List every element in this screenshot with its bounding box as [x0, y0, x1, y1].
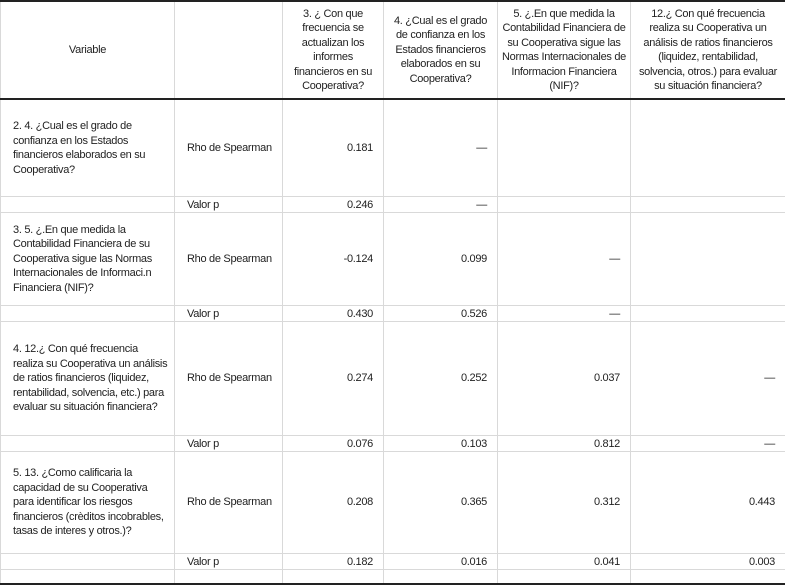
header-col-3: 3. ¿ Con que frecuencia se actualizan lo… — [282, 0, 384, 100]
table-row-rho: 4. 12.¿ Con qué frecuencia realiza su Co… — [0, 321, 785, 436]
p-value — [630, 305, 785, 322]
header-row: Variable 3. ¿ Con que frecuencia se actu… — [0, 0, 785, 100]
rho-value: — — [497, 212, 631, 306]
stat-label: Rho de Spearman — [174, 451, 283, 554]
rho-value: 0.443 — [630, 451, 785, 554]
p-value: 0.526 — [383, 305, 498, 322]
rho-value: 0.181 — [282, 98, 384, 197]
variable-label: 4. 12.¿ Con qué frecuencia realiza su Co… — [0, 321, 175, 436]
header-col-5: 5. ¿.En que medida la Contabilidad Finan… — [497, 0, 631, 100]
variable-empty — [0, 305, 175, 322]
variable-label: 2. 4. ¿Cual es el grado de confianza en … — [0, 98, 175, 197]
table-row-rho: 3. 5. ¿.En que medida la Contabilidad Fi… — [0, 212, 785, 306]
rho-value: 0.312 — [497, 451, 631, 554]
table-row-p: Valor p 0.182 0.016 0.041 0.003 — [0, 553, 785, 570]
table-row-p: Valor p 0.076 0.103 0.812— — [0, 435, 785, 452]
table-row-rho: 2. 4. ¿Cual es el grado de confianza en … — [0, 98, 785, 197]
stat-label: Valor p — [174, 435, 283, 452]
p-value — [630, 196, 785, 213]
rho-value — [630, 98, 785, 197]
table-row-p: Valor p 0.246— — [0, 196, 785, 213]
stat-label: Valor p — [174, 553, 283, 570]
table-footer-row — [0, 569, 785, 585]
stat-label: Valor p — [174, 196, 283, 213]
rho-value — [497, 98, 631, 197]
variable-label: 5. 13. ¿Como calificaria la capacidad de… — [0, 451, 175, 554]
p-value — [497, 196, 631, 213]
table-row-p: Valor p 0.430 0.526— — [0, 305, 785, 322]
header-stat — [174, 0, 283, 100]
rho-value: 0.099 — [383, 212, 498, 306]
p-value: 0.016 — [383, 553, 498, 570]
rho-value: 0.365 — [383, 451, 498, 554]
rho-value — [630, 212, 785, 306]
header-col-12: 12.¿ Con qué frecuencia realiza su Coope… — [630, 0, 785, 100]
p-value: 0.246 — [282, 196, 384, 213]
p-value: — — [383, 196, 498, 213]
stat-label: Rho de Spearman — [174, 321, 283, 436]
p-value: 0.003 — [630, 553, 785, 570]
variable-empty — [0, 553, 175, 570]
variable-label: 3. 5. ¿.En que medida la Contabilidad Fi… — [0, 212, 175, 306]
rho-value: — — [630, 321, 785, 436]
stat-label: Rho de Spearman — [174, 212, 283, 306]
table-row-rho: 5. 13. ¿Como calificaria la capacidad de… — [0, 451, 785, 554]
stat-label: Rho de Spearman — [174, 98, 283, 197]
variable-empty — [0, 435, 175, 452]
p-value: 0.812 — [497, 435, 631, 452]
p-value: 0.076 — [282, 435, 384, 452]
rho-value: — — [383, 98, 498, 197]
rho-value: -0.124 — [282, 212, 384, 306]
p-value: 0.041 — [497, 553, 631, 570]
header-col-4: 4. ¿Cual es el grado de confianza en los… — [383, 0, 498, 100]
header-variable: Variable — [0, 0, 175, 100]
p-value: 0.103 — [383, 435, 498, 452]
p-value: — — [630, 435, 785, 452]
stat-label: Valor p — [174, 305, 283, 322]
variable-empty — [0, 196, 175, 213]
rho-value: 0.208 — [282, 451, 384, 554]
p-value: 0.430 — [282, 305, 384, 322]
rho-value: 0.037 — [497, 321, 631, 436]
rho-value: 0.252 — [383, 321, 498, 436]
p-value: 0.182 — [282, 553, 384, 570]
p-value: — — [497, 305, 631, 322]
rho-value: 0.274 — [282, 321, 384, 436]
